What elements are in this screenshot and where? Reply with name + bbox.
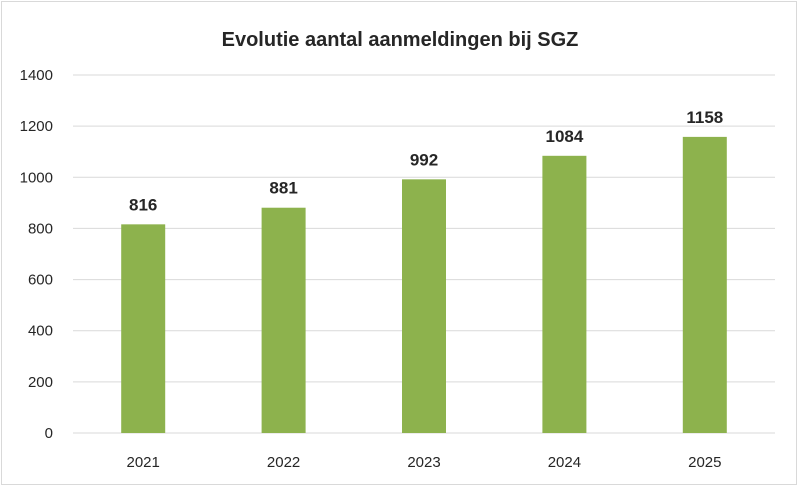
y-tick-label: 800	[28, 220, 53, 237]
bar-2021	[121, 224, 166, 433]
data-label-2021: 816	[129, 195, 157, 214]
x-tick-label: 2024	[548, 454, 581, 471]
data-label-2022: 881	[269, 179, 297, 198]
bar-2022	[261, 207, 306, 433]
y-tick-label: 1000	[20, 169, 53, 186]
y-tick-label: 600	[28, 272, 53, 289]
x-tick-label: 2021	[127, 454, 160, 471]
y-tick-label: 1400	[20, 67, 53, 84]
bar-2023	[402, 179, 446, 433]
x-tick-label: 2022	[267, 454, 300, 471]
data-label-2025: 1158	[686, 108, 723, 127]
data-labels: 816 881 992 1084 1158	[129, 108, 723, 214]
x-tick-label: 2025	[688, 454, 721, 471]
bar-2024	[542, 155, 587, 433]
y-tick-label: 200	[28, 374, 53, 391]
y-tick-label: 0	[45, 425, 53, 442]
x-axis: 2021 2022 2023 2024 2025	[127, 454, 722, 471]
data-label-2024: 1084	[545, 127, 583, 146]
y-axis: 0 200 400 600 800 1000 1200 1400	[20, 67, 53, 442]
chart-title: Evolutie aantal aanmeldingen bij SGZ	[222, 29, 579, 51]
bar-2025	[682, 136, 727, 433]
y-tick-label: 1200	[20, 118, 53, 135]
x-tick-label: 2023	[407, 454, 440, 471]
bars	[121, 136, 727, 433]
y-tick-label: 400	[28, 323, 53, 340]
data-label-2023: 992	[410, 150, 438, 169]
